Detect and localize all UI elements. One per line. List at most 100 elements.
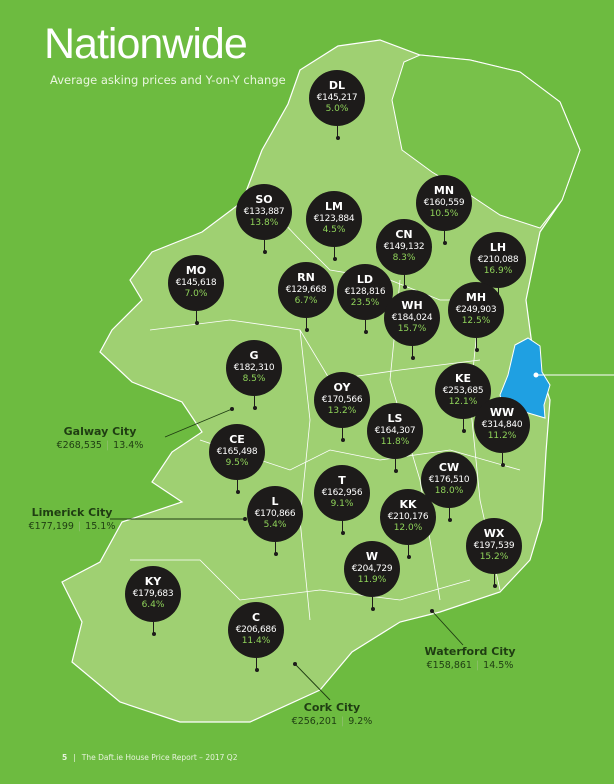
county-price: €204,729 xyxy=(351,564,393,574)
county-pin-lm[interactable]: LM €123,884 4.5% xyxy=(306,191,362,247)
city-name: Waterford City xyxy=(424,645,516,658)
pin-location-dot xyxy=(304,328,309,332)
city-location-dot xyxy=(243,517,247,521)
county-pin-dl[interactable]: DL €145,217 5.0% xyxy=(309,70,365,126)
city-change: 15.1% xyxy=(85,521,116,532)
county-pin-lh[interactable]: LH €210,088 16.9% xyxy=(470,232,526,288)
pin-stem xyxy=(412,346,413,358)
city-name: Limerick City xyxy=(31,506,113,519)
city-label-limerick-city: Limerick City €177,199 | 15.1% xyxy=(12,506,132,532)
county-change: 13.2% xyxy=(327,406,357,416)
county-price: €176,510 xyxy=(428,475,470,485)
county-pin-mh[interactable]: MH €249,903 12.5% xyxy=(448,282,504,338)
county-change: 5.4% xyxy=(263,520,287,530)
pin-location-dot xyxy=(410,356,415,360)
county-code: CE xyxy=(229,433,245,446)
city-change: 13.4% xyxy=(113,440,144,451)
city-price: €177,199 xyxy=(28,521,74,532)
county-change: 5.0% xyxy=(325,104,349,114)
footer-text: The Daft.ie House Price Report – 2017 Q2 xyxy=(81,753,238,762)
county-pin-rn[interactable]: RN €129,668 6.7% xyxy=(278,262,334,318)
county-code: CN xyxy=(395,228,413,241)
county-code: LD xyxy=(356,273,374,286)
pin-stem xyxy=(502,453,503,465)
county-pin-ke[interactable]: KE €253,685 12.1% xyxy=(435,363,491,419)
pin-location-dot xyxy=(340,438,345,442)
county-change: 6.7% xyxy=(294,296,318,306)
county-change: 16.9% xyxy=(483,266,513,276)
footer: 5 | The Daft.ie House Price Report – 2017 … xyxy=(62,753,238,762)
county-price: €179,683 xyxy=(132,589,174,599)
county-pin-mo[interactable]: MO €145,618 7.0% xyxy=(168,255,224,311)
pin-stem xyxy=(463,419,464,431)
county-code: WH xyxy=(401,299,423,312)
city-change: 14.5% xyxy=(483,660,514,671)
county-code: MN xyxy=(433,184,455,197)
pin-location-dot xyxy=(335,136,340,140)
pin-location-dot xyxy=(254,668,259,672)
county-change: 12.0% xyxy=(393,523,423,533)
county-price: €123,884 xyxy=(313,214,355,224)
county-code: MH xyxy=(465,291,487,304)
page-number: 5 xyxy=(62,753,68,762)
pin-stem xyxy=(153,622,154,634)
pin-stem xyxy=(342,521,343,533)
county-pin-g[interactable]: G €182,310 8.5% xyxy=(226,340,282,396)
county-pin-mn[interactable]: MN €160,559 10.5% xyxy=(416,175,472,231)
county-pin-w[interactable]: W €204,729 11.9% xyxy=(344,541,400,597)
county-code: SO xyxy=(255,193,273,206)
city-location-dot xyxy=(293,662,297,666)
county-price: €164,307 xyxy=(374,426,416,436)
county-pin-ce[interactable]: CE €165,498 9.5% xyxy=(209,424,265,480)
county-pin-wx[interactable]: WX €197,539 15.2% xyxy=(466,518,522,574)
pin-location-dot xyxy=(402,285,407,289)
page-subtitle: Average asking prices and Y-on-Y change xyxy=(50,73,286,87)
county-code: WX xyxy=(483,527,505,540)
pin-location-dot xyxy=(461,429,466,433)
pin-location-dot xyxy=(235,490,240,494)
pin-location-dot xyxy=(262,250,267,254)
county-price: €206,686 xyxy=(235,625,277,635)
county-pin-kk[interactable]: KK €210,176 12.0% xyxy=(380,489,436,545)
county-code: RN xyxy=(297,271,315,284)
pin-stem xyxy=(254,396,255,408)
county-price: €184,024 xyxy=(391,313,433,323)
county-pin-oy[interactable]: OY €170,566 13.2% xyxy=(314,372,370,428)
county-pin-wh[interactable]: WH €184,024 15.7% xyxy=(384,290,440,346)
pin-location-dot xyxy=(393,469,398,473)
pin-stem xyxy=(449,508,450,520)
pin-location-dot xyxy=(273,552,278,556)
county-code: L xyxy=(271,495,279,508)
pin-stem xyxy=(256,658,257,670)
county-pin-ld[interactable]: LD €128,816 23.5% xyxy=(337,264,393,320)
pin-stem xyxy=(395,459,396,471)
county-pin-ls[interactable]: LS €164,307 11.8% xyxy=(367,403,423,459)
county-price: €314,840 xyxy=(481,420,523,430)
pin-stem xyxy=(372,597,373,609)
county-change: 11.8% xyxy=(380,437,410,447)
county-pin-cn[interactable]: CN €149,132 8.3% xyxy=(376,219,432,275)
pin-location-dot xyxy=(492,584,497,588)
county-price: €162,956 xyxy=(321,488,363,498)
northern-ireland xyxy=(391,54,581,229)
pin-location-dot xyxy=(370,607,375,611)
pin-location-dot xyxy=(252,406,257,410)
pin-stem xyxy=(476,338,477,350)
city-change: 9.2% xyxy=(348,716,373,727)
city-price: €158,861 xyxy=(426,660,472,671)
county-pin-ky[interactable]: KY €179,683 6.4% xyxy=(125,566,181,622)
county-pin-c[interactable]: C €206,686 11.4% xyxy=(228,602,284,658)
county-pin-ww[interactable]: WW €314,840 11.2% xyxy=(474,397,530,453)
county-change: 11.9% xyxy=(357,575,387,585)
county-pin-so[interactable]: SO €133,887 13.8% xyxy=(236,184,292,240)
county-change: 10.5% xyxy=(429,209,459,219)
county-price: €170,566 xyxy=(321,395,363,405)
county-change: 23.5% xyxy=(350,298,380,308)
county-pin-cw[interactable]: CW €176,510 18.0% xyxy=(421,452,477,508)
city-pointer-lines xyxy=(110,408,464,701)
county-pin-t[interactable]: T €162,956 9.1% xyxy=(314,465,370,521)
county-change: 11.4% xyxy=(241,636,271,646)
county-code: C xyxy=(251,611,261,624)
county-pin-l[interactable]: L €170,866 5.4% xyxy=(247,486,303,542)
county-price: €128,816 xyxy=(344,287,386,297)
